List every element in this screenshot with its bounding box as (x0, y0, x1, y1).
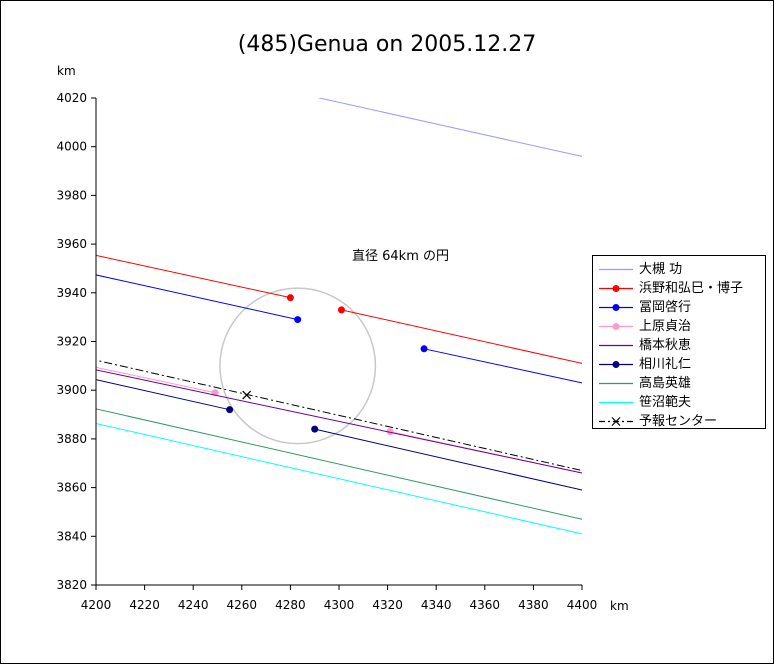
series-4-line-0 (96, 369, 582, 474)
y-tick-label-10: 4020 (56, 91, 87, 105)
series-6-line-0 (96, 408, 582, 520)
series-5-point-0 (226, 406, 234, 414)
x-tick-label-10: 4400 (567, 598, 598, 612)
plot-content (96, 98, 582, 535)
legend-label: 予報センター (639, 414, 718, 429)
series-2-line-0 (96, 274, 298, 321)
x-tick-label-4: 4280 (275, 598, 306, 612)
legend-item: 冨岡啓行 (593, 298, 765, 317)
x-tick-label-7: 4340 (421, 598, 452, 612)
legend-swatch (599, 285, 633, 292)
legend-swatch (599, 323, 633, 330)
x-tick-label-6: 4320 (372, 598, 403, 612)
legend-swatch (599, 401, 633, 404)
legend-item: 笹沼範夫 (593, 393, 765, 412)
x-tick-label-9: 4380 (518, 598, 549, 612)
series-7-line-0 (96, 422, 582, 535)
series-1-point-0 (286, 294, 294, 302)
legend-swatch-marker (612, 323, 620, 330)
legend-item: 予報センター (593, 412, 765, 431)
series-3-point-1 (386, 428, 394, 436)
y-tick-label-5: 3920 (56, 335, 87, 349)
series-1-line-1 (341, 309, 582, 364)
x-tick-label-8: 4360 (470, 598, 501, 612)
series-2-point-1 (420, 345, 428, 353)
x-tick-label-3: 4260 (227, 598, 258, 612)
x-tick-label-1: 4220 (129, 598, 160, 612)
legend-label: 大槻 功 (639, 262, 683, 277)
series-0-line-0 (317, 98, 582, 157)
series-1-line-0 (96, 254, 291, 299)
legend-swatch-marker (612, 285, 620, 292)
y-tick-label-3: 3880 (56, 432, 87, 446)
legend-item: 相川礼仁 (593, 355, 765, 374)
legend-swatch (599, 304, 633, 311)
legend-swatch (599, 417, 633, 426)
series-1-point-1 (337, 306, 345, 314)
legend-item: 浜野和弘巳・博子 (593, 279, 765, 298)
legend-label: 上原貞治 (639, 319, 692, 334)
legend-label: 相川礼仁 (639, 357, 692, 372)
legend-swatch (599, 268, 633, 271)
x-tick-label-5: 4300 (324, 598, 355, 612)
y-tick-label-6: 3940 (56, 286, 87, 300)
legend: 大槻 功浜野和弘巳・博子 冨岡啓行上原貞治橋本秋恵相川礼仁高島英雄笹沼範夫予報セン… (592, 255, 766, 429)
legend-label: 高島英雄 (639, 376, 692, 391)
chart-title: (485)Genua on 2005.12.27 (238, 32, 536, 57)
x-tick-label-2: 4240 (178, 598, 209, 612)
circle-annotation: 直径 64km の円 (352, 249, 449, 264)
series-3-line-0 (96, 366, 216, 394)
y-tick-label-7: 3960 (56, 237, 87, 251)
legend-item: 大槻 功 (593, 260, 765, 279)
legend-swatch-marker (612, 304, 620, 311)
legend-item: 橋本秋恵 (593, 336, 765, 355)
series-2-point-0 (294, 316, 302, 324)
legend-swatch (599, 382, 633, 385)
legend-label: 浜野和弘巳・博子 (639, 281, 744, 296)
x-tick-label-0: 4200 (81, 598, 112, 612)
legend-item: 上原貞治 (593, 317, 765, 336)
series-5-line-1 (314, 428, 582, 491)
legend-swatch-marker (612, 361, 620, 368)
y-tick-label-1: 3840 (56, 529, 87, 543)
legend-label: 笹沼範夫 (639, 395, 692, 410)
y-tick-label-0: 3820 (56, 578, 87, 592)
legend-swatch (599, 361, 633, 368)
legend-label: 冨岡啓行 (639, 300, 692, 315)
x-unit-label: km (610, 599, 629, 613)
y-tick-label-2: 3860 (56, 481, 87, 495)
plot-area (96, 98, 582, 535)
y-tick-label-9: 4000 (56, 140, 87, 154)
series-5-line-0 (96, 379, 230, 411)
y-unit-label: km (57, 64, 76, 78)
axes: 3820 3840 3860 3880 3900 3920 3940 3960 3980 4000… (56, 91, 597, 612)
series-2-line-1 (423, 348, 582, 384)
diameter-circle (219, 287, 377, 445)
series-5-point-1 (311, 425, 319, 433)
series-8-line-0 (96, 359, 582, 472)
legend-swatch (599, 344, 633, 347)
legend-swatch-marker (611, 417, 621, 426)
series-8-point-0 (242, 390, 252, 400)
y-tick-label-8: 3980 (56, 188, 87, 202)
legend-item: 高島英雄 (593, 374, 765, 393)
y-tick-label-4: 3900 (56, 383, 87, 397)
legend-label: 橋本秋恵 (639, 338, 692, 353)
